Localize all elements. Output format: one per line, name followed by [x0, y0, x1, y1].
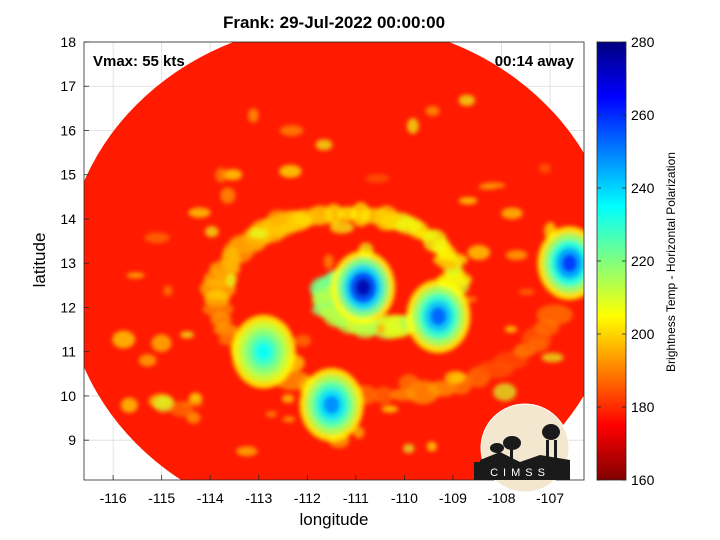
colorbar-tick-label: 280 [631, 34, 655, 50]
y-tick-label: 15 [60, 167, 76, 183]
y-axis-label: latitude [30, 232, 49, 288]
plot-frame [83, 41, 585, 481]
storm-features [112, 94, 584, 459]
cimss-logo-text: CIMSS [490, 467, 550, 479]
chart-title: Frank: 29-Jul-2022 00:00:00 [222, 13, 446, 32]
feature-south-band [323, 395, 340, 414]
x-tick-label: -110 [391, 490, 418, 506]
y-tick-label: 12 [60, 299, 76, 315]
colorbar-tick-label: 220 [631, 253, 655, 269]
time-away-annotation: 00:14 away [494, 53, 574, 70]
swath-heatmap [84, 42, 584, 480]
colorbar-tick-label: 160 [631, 472, 655, 488]
colorbar-ticks: 160 180 200 220 240 260 280 [597, 34, 655, 488]
x-tick-label: -115 [148, 490, 175, 506]
x-axis: -116 -115 -114 -113 -112 -111 -110 -109 -108 -107 [100, 475, 564, 506]
y-tick-label: 13 [60, 255, 76, 271]
x-tick-label: -108 [487, 490, 515, 506]
x-tick-label: -111 [343, 490, 369, 506]
x-tick-label: -107 [536, 490, 564, 506]
y-tick-label: 14 [60, 211, 76, 227]
feature-east-cell [430, 307, 447, 326]
colorbar-label: Brightness Temp - Horizontal Polarizatio… [664, 152, 678, 372]
x-tick-label: -112 [294, 490, 321, 506]
colorbar-tick-label: 180 [631, 399, 655, 415]
vmax-annotation: Vmax: 55 kts [93, 53, 185, 70]
colorbar [596, 41, 627, 481]
y-tick-label: 16 [60, 122, 76, 138]
y-tick-label: 18 [60, 34, 76, 50]
y-tick-label: 10 [60, 388, 76, 404]
feature-east-band [561, 254, 578, 273]
y-tick-label: 11 [61, 344, 76, 360]
y-tick-label: 9 [68, 432, 76, 448]
x-tick-label: -113 [245, 490, 272, 506]
x-tick-label: -114 [197, 490, 224, 506]
y-tick-label: 17 [60, 78, 76, 94]
x-axis-label: longitude [299, 510, 369, 529]
y-axis: 9 10 11 12 13 14 15 16 17 18 [60, 34, 89, 448]
colorbar-tick-label: 240 [631, 180, 655, 196]
x-tick-label: -109 [439, 490, 467, 506]
feature-inner-core [355, 278, 372, 297]
feature-southwest-cell [255, 342, 272, 361]
x-tick-label: -116 [100, 490, 127, 506]
colorbar-tick-label: 260 [631, 107, 655, 123]
colorbar-tick-label: 200 [631, 326, 655, 342]
cimss-logo: CIMSS [474, 403, 570, 493]
